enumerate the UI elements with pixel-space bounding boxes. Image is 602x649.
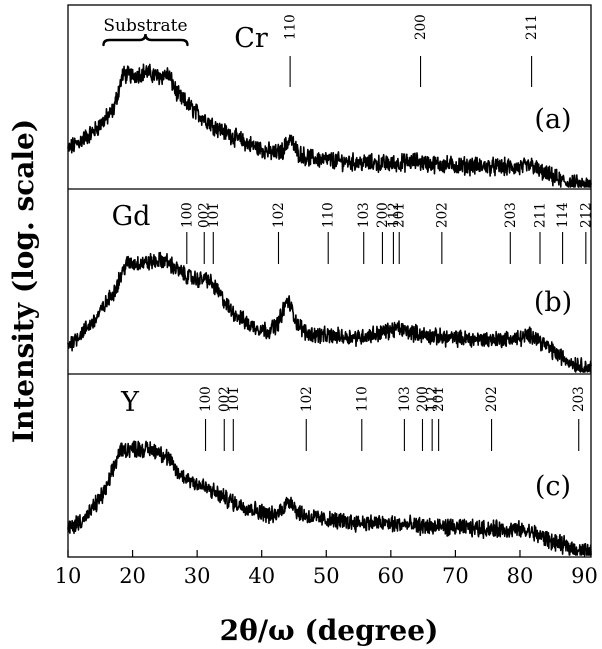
peak-label: 200 bbox=[415, 386, 431, 412]
peak-label: 201 bbox=[392, 202, 408, 228]
peak-label: 201 bbox=[431, 386, 447, 412]
peak-label: 110 bbox=[354, 386, 370, 412]
peak-label: 114 bbox=[555, 202, 571, 228]
peak-label: 002 bbox=[197, 202, 213, 228]
x-tick-label: 60 bbox=[377, 564, 404, 588]
element-label: Cr bbox=[234, 23, 268, 54]
panel-letter: (a) bbox=[534, 104, 571, 135]
peak-label: 110 bbox=[321, 202, 337, 228]
x-tick-label: 40 bbox=[248, 564, 275, 588]
panel-1: Cr (a) 110 200 211 bbox=[67, 14, 592, 188]
plot-frame bbox=[67, 4, 592, 558]
x-tick-label: 90 bbox=[571, 564, 598, 588]
peak-label: 202 bbox=[484, 386, 500, 412]
panel-letter: (c) bbox=[535, 471, 571, 502]
peak-label: 110 bbox=[283, 14, 299, 40]
x-tick-label: 20 bbox=[119, 564, 146, 588]
diffraction-trace bbox=[67, 251, 592, 373]
x-axis-ticks bbox=[67, 550, 586, 557]
substrate-annotation: Substrate bbox=[102, 16, 189, 47]
x-axis-tick-labels: 10 20 30 40 50 60 70 80 90 bbox=[55, 564, 598, 588]
x-tick-label: 80 bbox=[507, 564, 534, 588]
peak-label: 103 bbox=[397, 386, 413, 412]
peak-label: 203 bbox=[571, 386, 587, 412]
peak-label: 211 bbox=[524, 14, 540, 40]
peak-label: 202 bbox=[434, 202, 450, 228]
diffraction-trace bbox=[67, 440, 592, 556]
peak-label: 200 bbox=[413, 14, 429, 40]
peak-label: 101 bbox=[226, 386, 242, 412]
peak-label: 200 bbox=[375, 202, 391, 228]
y-axis-title: Intensity (log. scale) bbox=[7, 119, 40, 443]
element-label: Gd bbox=[112, 201, 151, 232]
element-label: Y bbox=[120, 387, 140, 418]
peak-label: 112 bbox=[425, 386, 441, 412]
peak-label: 100 bbox=[198, 386, 214, 412]
x-tick-label: 10 bbox=[55, 564, 82, 588]
peak-label: 102 bbox=[271, 202, 287, 228]
peak-label: 203 bbox=[503, 202, 519, 228]
peak-label: 212 bbox=[578, 202, 594, 228]
x-tick-label: 30 bbox=[184, 564, 211, 588]
x-tick-label: 50 bbox=[313, 564, 340, 588]
peak-label: 211 bbox=[532, 202, 548, 228]
panel-letter: (b) bbox=[534, 287, 572, 318]
peak-label: 100 bbox=[179, 202, 195, 228]
peak-label: 103 bbox=[356, 202, 372, 228]
peak-label: 101 bbox=[206, 202, 222, 228]
peak-label: 002 bbox=[217, 386, 233, 412]
x-tick-label: 70 bbox=[442, 564, 469, 588]
substrate-label: Substrate bbox=[103, 16, 187, 36]
diffraction-trace bbox=[67, 63, 592, 188]
peak-label: 112 bbox=[386, 202, 402, 228]
peak-label: 102 bbox=[299, 386, 315, 412]
substrate-brace bbox=[102, 33, 189, 47]
x-axis-title: 2θ/ω (degree) bbox=[220, 614, 439, 647]
